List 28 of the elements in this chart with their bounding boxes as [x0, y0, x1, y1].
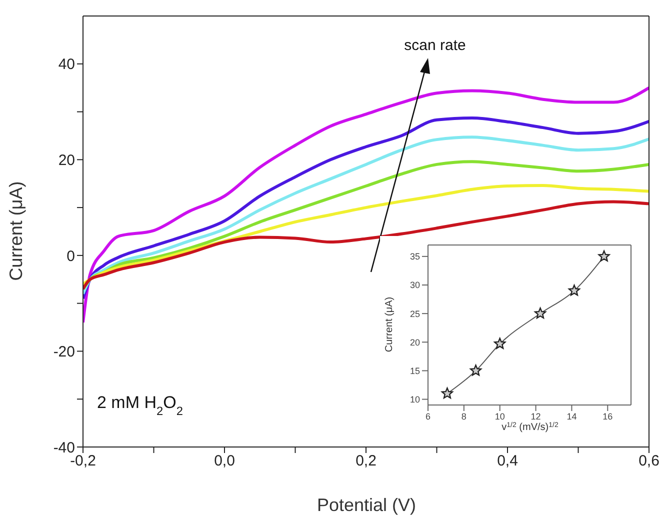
x-tick-label: 0,0	[214, 452, 235, 470]
y-tick-label: 25	[410, 308, 420, 319]
x-tick-label: 0,4	[497, 452, 518, 470]
y-tick-label: 0	[66, 248, 75, 265]
y-tick-label: 35	[410, 252, 420, 262]
x-tick-label: 16	[602, 411, 613, 422]
x-tick-label: 0,6	[638, 452, 660, 470]
x-tick-label: 10	[494, 411, 505, 422]
x-axis-title: v$^{1/2}$ (mV/s)$^{1/2}$	[502, 420, 558, 433]
x-tick-label: 8	[461, 411, 466, 422]
annotation: scan rate	[404, 37, 466, 54]
annotation: 2 mM H$_{2}$O$_{2}$	[97, 393, 184, 418]
y-tick-label: 10	[410, 394, 420, 404]
y-tick-label: 30	[410, 280, 420, 290]
y-tick-label: 15	[410, 366, 420, 376]
x-tick-label: 14	[566, 411, 577, 422]
y-tick-label: 20	[58, 152, 75, 169]
x-axis-title: Potential (V)	[316, 495, 416, 515]
x-tick-label: 12	[530, 411, 541, 422]
y-tick-label: 40	[58, 56, 75, 74]
y-tick-label: -20	[53, 344, 75, 361]
x-tick-label: 0,2	[356, 452, 376, 470]
x-tick-label: 6	[425, 411, 431, 422]
line-series	[83, 160, 649, 290]
line-series	[83, 200, 649, 290]
y-axis-title: Current (μA)	[6, 181, 26, 281]
y-tick-label: 20	[410, 337, 420, 348]
y-axis-title: Current (μA)	[384, 296, 395, 352]
